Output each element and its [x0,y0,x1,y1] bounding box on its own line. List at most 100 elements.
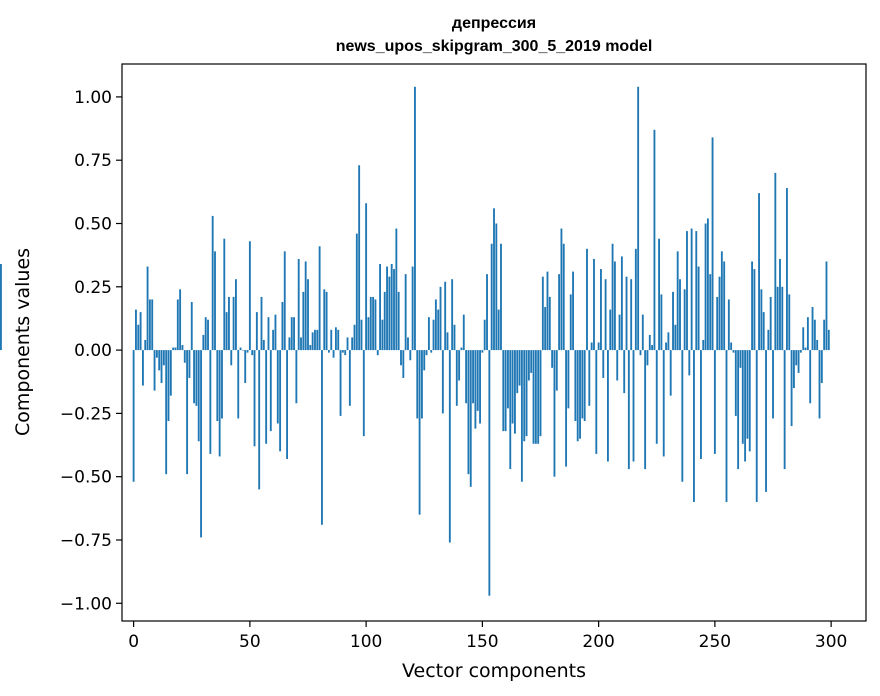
bar-component-82 [323,289,326,351]
bar-component-298 [825,261,828,351]
bar-component-267 [753,269,756,351]
bar-component-142 [462,314,465,351]
bar-component-169 [525,350,528,437]
bar-component-246 [704,223,707,351]
bar-component-13 [162,350,165,366]
bar-component-120 [411,266,414,351]
bar-component-209 [618,314,621,351]
bar-component-273 [767,329,770,351]
x-axis-ticks: 0 50 100 150 200 250 300 [128,621,847,652]
bar-component-272 [765,350,767,492]
bar-component-undefined [0,264,2,351]
bar-component-158 [500,243,502,351]
bar-component-46 [239,347,242,351]
bar-component-138 [453,324,456,351]
bar-component-112 [393,269,395,351]
bar-component-126 [425,350,428,356]
bar-component-20 [179,289,182,351]
x-tick-label: 100 [350,632,382,652]
y-tick-label: −1.00 [60,594,112,614]
bar-component-204 [607,350,609,462]
bar-component-229 [665,342,667,351]
bar-component-103 [372,296,375,351]
bar-component-108 [383,291,386,351]
bar-component-98 [360,319,363,351]
bar-component-266 [751,261,754,351]
bar-component-146 [472,350,474,404]
bar-component-11 [158,350,161,371]
bar-component-113 [395,228,398,351]
bar-component-18 [174,347,177,351]
y-tick-label: −0.50 [60,468,112,488]
bar-component-175 [539,350,542,437]
x-tick-label: 50 [239,632,261,652]
bar-component-38 [221,350,223,419]
bar-component-27 [195,350,198,406]
bar-component-177 [544,307,547,351]
bar-component-234 [676,251,679,351]
bar-component-3 [139,312,142,351]
bar-component-102 [369,296,372,351]
bar-component-34 [211,215,214,351]
bar-component-0 [132,350,135,482]
bar-component-231 [669,350,672,396]
bar-component-198 [593,258,595,351]
bar-component-101 [367,317,370,351]
x-tick-label: 0 [128,632,139,652]
bar-component-286 [797,350,800,373]
y-axis-label: Components values [12,248,34,436]
bar-component-264 [746,350,749,439]
bar-component-160 [504,350,507,432]
bar-component-136 [448,350,451,543]
bar-component-227 [660,294,663,351]
bar-component-93 [348,350,351,406]
bar-component-85 [330,329,333,351]
bar-component-8 [151,299,154,351]
bar-component-254 [723,261,726,351]
bar-component-105 [376,350,379,356]
bar-component-276 [774,172,777,351]
bar-component-141 [460,347,463,351]
bar-component-79 [316,329,319,351]
bar-component-28 [197,350,200,442]
bar-component-184 [560,228,563,351]
bar-component-173 [534,350,537,444]
bar-component-217 [637,86,640,351]
bar-component-127 [427,317,430,351]
bar-component-170 [527,350,530,381]
bars-group [0,86,830,596]
x-tick-label: 300 [815,632,847,652]
bar-component-117 [404,274,407,351]
bar-component-52 [253,350,256,447]
bar-component-32 [207,319,209,351]
y-tick-label: 1.00 [74,88,112,108]
bar-component-277 [776,286,779,351]
bar-component-87 [334,327,337,351]
bar-component-111 [390,264,393,351]
bar-component-293 [813,319,816,351]
bar-component-24 [188,350,191,378]
bar-component-57 [265,350,268,444]
bar-component-223 [651,345,654,351]
bar-component-63 [279,350,282,452]
bar-component-255 [725,350,728,503]
y-tick-label: 0.00 [74,341,112,361]
bar-component-1 [135,309,137,351]
bar-component-180 [551,350,554,368]
y-tick-label: 0.75 [74,151,112,171]
bar-component-76 [309,345,312,351]
bar-component-130 [434,299,437,351]
bar-component-228 [662,350,665,457]
bar-component-292 [811,307,814,351]
bar-component-47 [241,350,244,351]
bar-component-56 [262,339,265,351]
bar-component-139 [455,350,458,406]
bar-component-96 [355,233,358,351]
bar-component-185 [562,243,565,351]
bar-component-54 [258,350,261,490]
bar-component-154 [490,243,493,351]
bar-component-66 [286,350,288,459]
bar-component-42 [230,350,233,366]
bar-component-119 [409,350,412,361]
bar-component-289 [804,347,807,351]
